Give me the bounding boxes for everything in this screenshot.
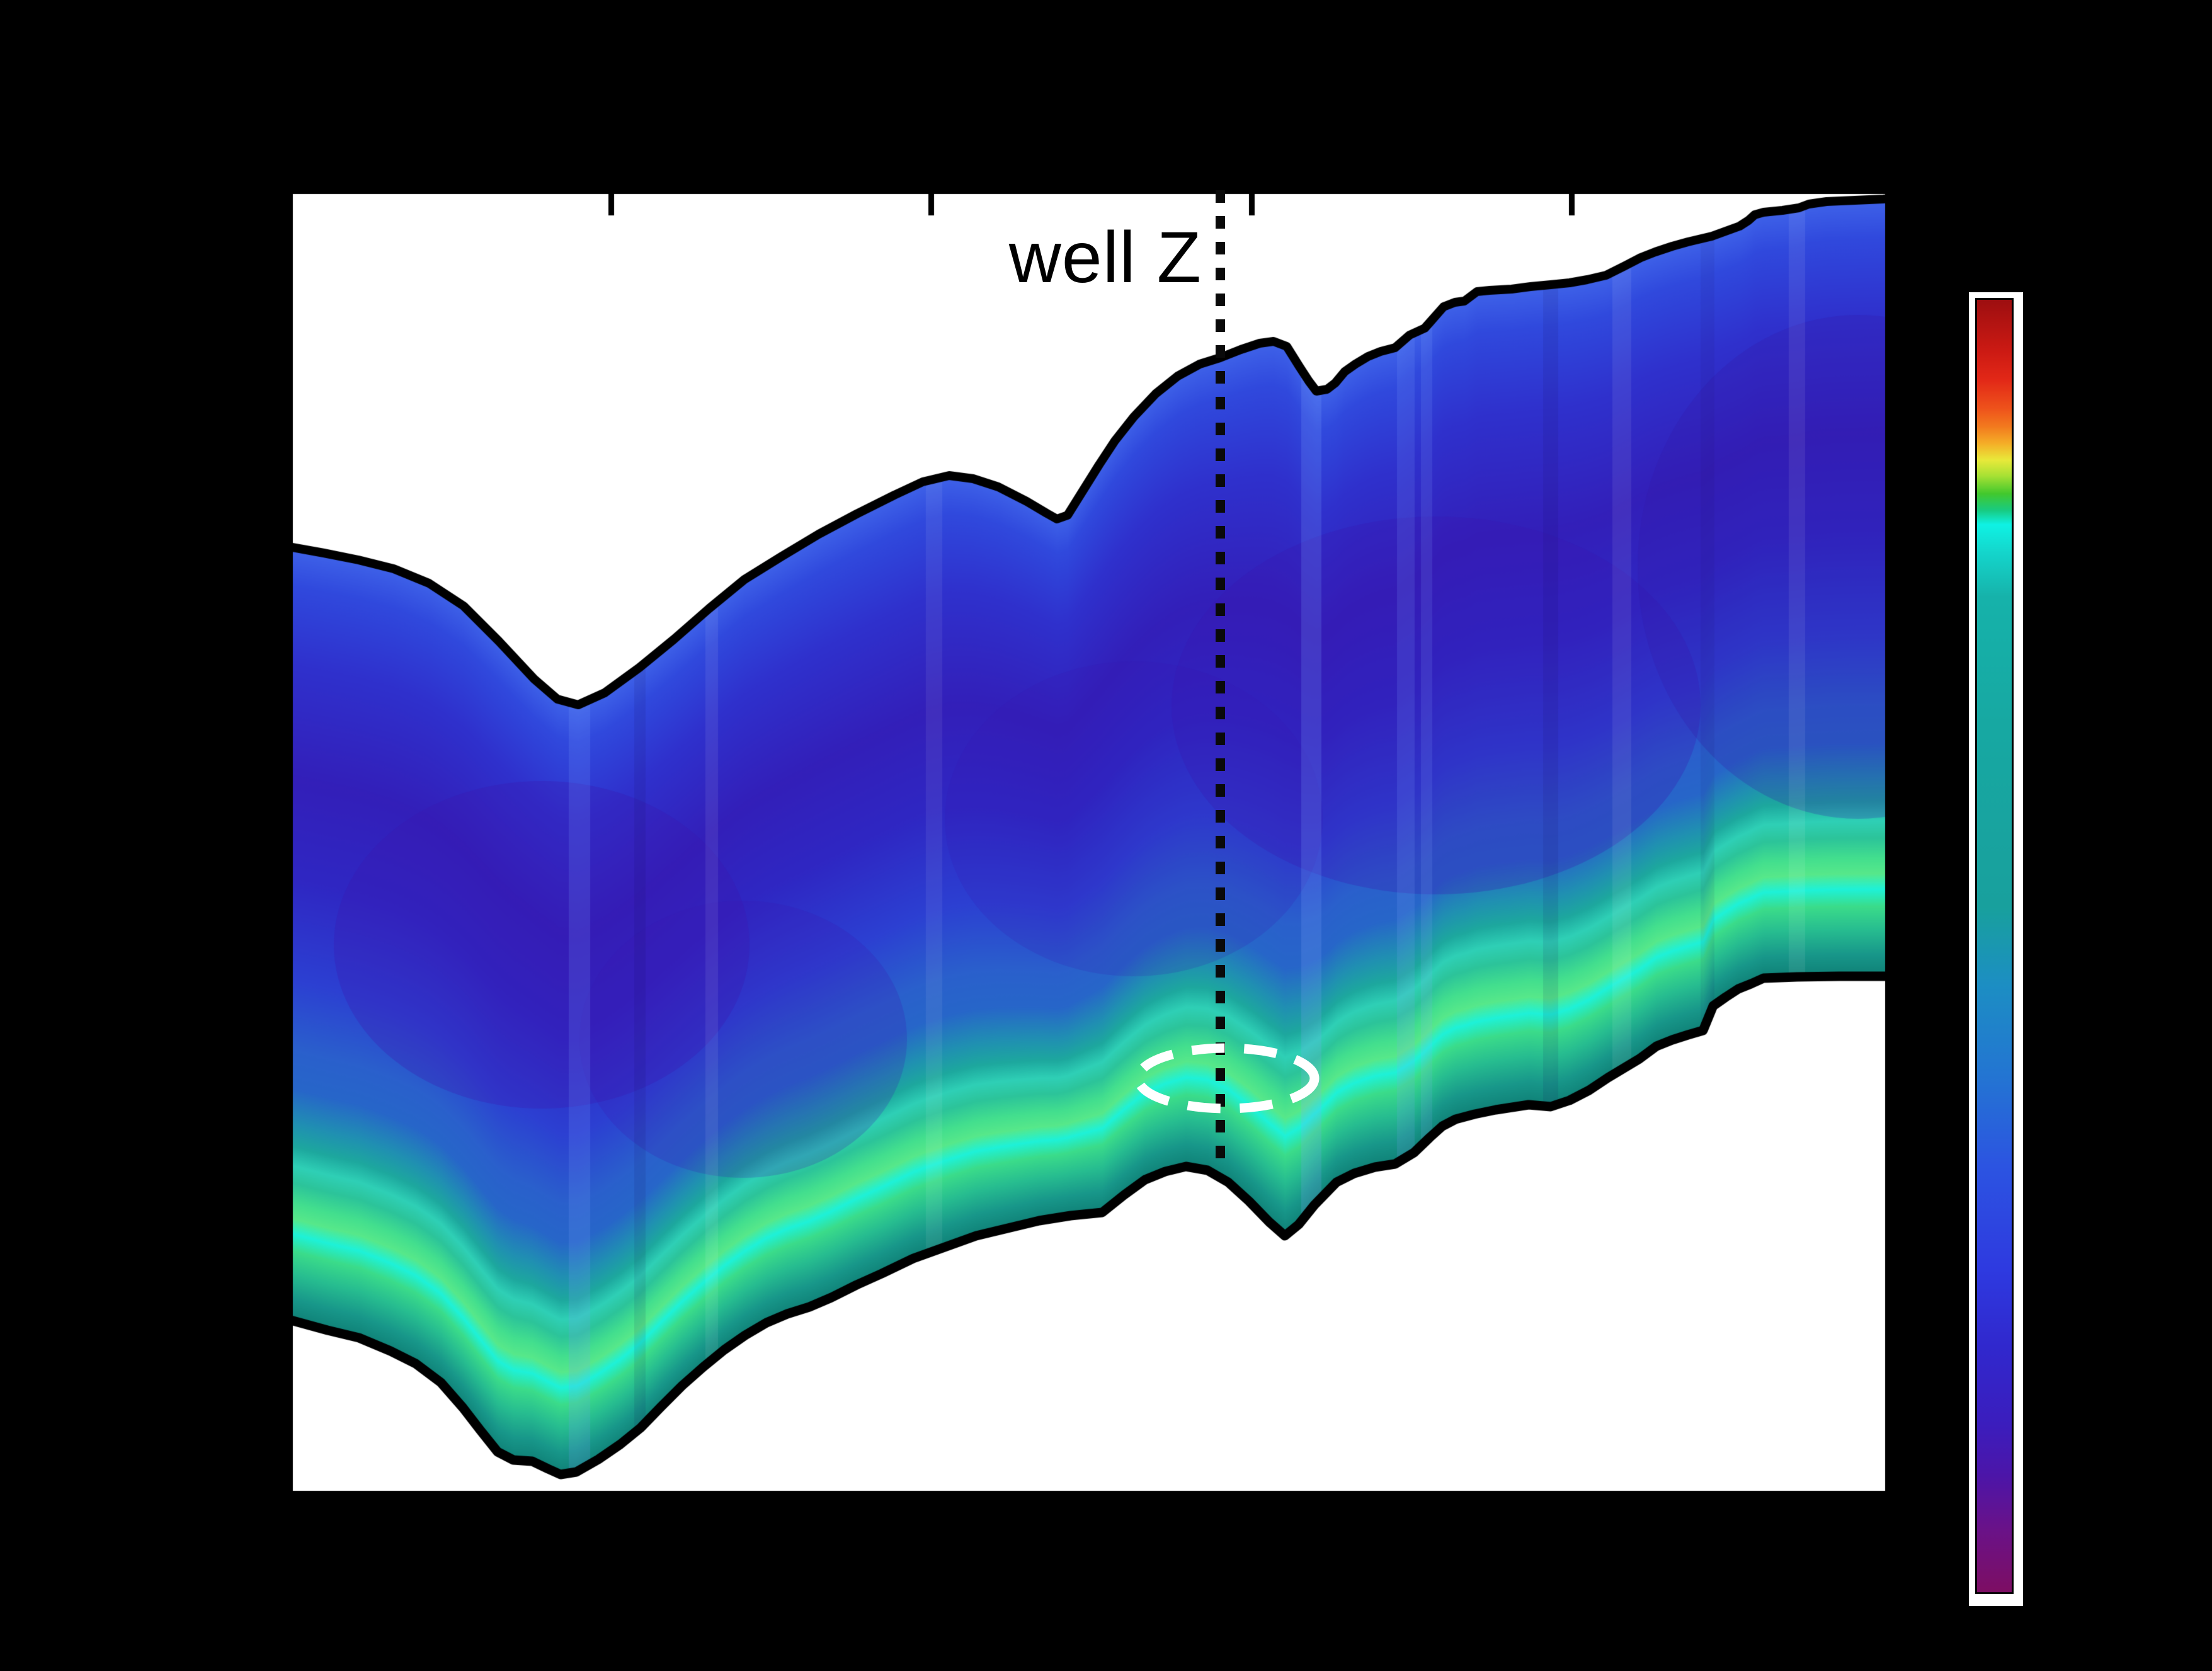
dashed-ellipse-shape	[1133, 1043, 1320, 1114]
velocity-section-canvas	[288, 189, 1891, 1495]
highlight-ellipse	[1133, 1043, 1320, 1114]
well-dotted-line	[1216, 190, 1225, 1170]
well-label: well Z	[1008, 217, 1202, 298]
colorbar-frame	[1969, 292, 2023, 1606]
colorbar-gradient	[1975, 298, 2014, 1594]
plot-area	[288, 189, 1891, 1495]
